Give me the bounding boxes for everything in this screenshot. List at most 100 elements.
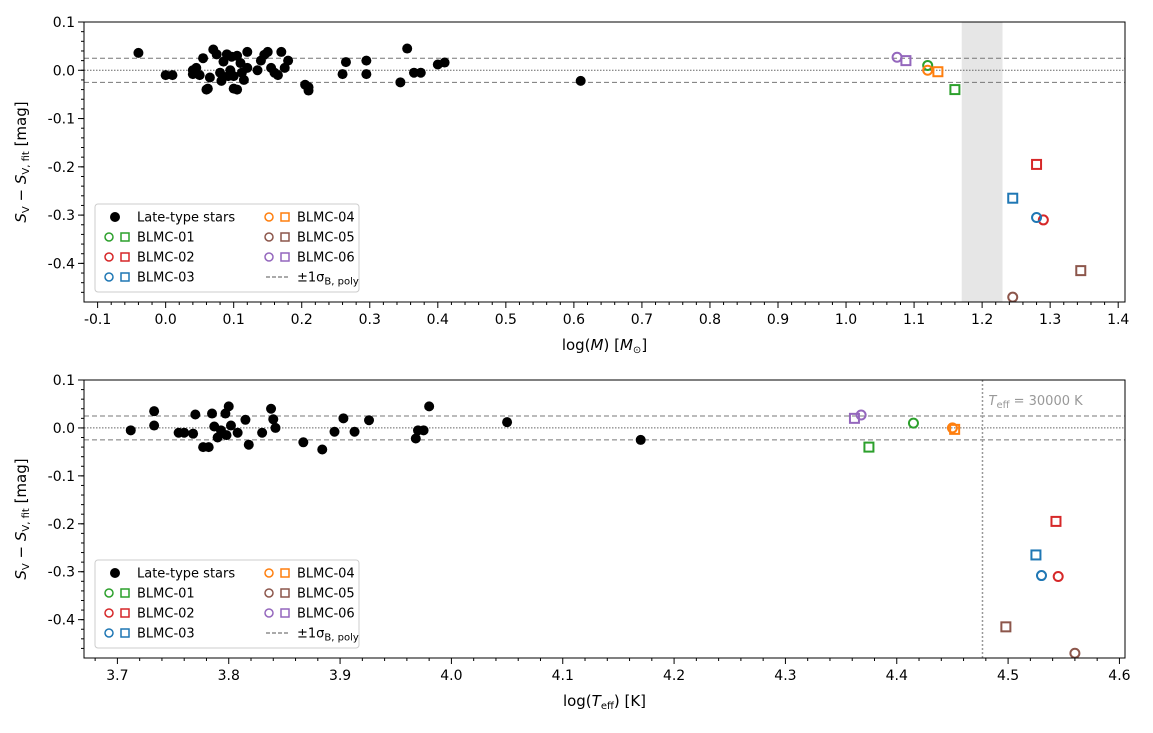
late-type-star-point bbox=[179, 427, 190, 438]
axes-frame bbox=[83, 21, 1126, 303]
legend-box bbox=[94, 203, 360, 293]
x-tick-label: 4.1 bbox=[552, 668, 574, 684]
late-type-star-point bbox=[211, 49, 222, 60]
x-tick-label: 0.9 bbox=[767, 312, 789, 328]
x-tick-label: 1.2 bbox=[971, 312, 993, 328]
late-type-star-point bbox=[204, 72, 215, 83]
vline-label-t: T bbox=[988, 394, 997, 409]
late-type-star-point bbox=[349, 426, 360, 437]
late-type-star-point bbox=[232, 84, 243, 95]
late-type-star-point bbox=[228, 71, 239, 82]
late-type-star-point bbox=[203, 442, 214, 453]
x-tick-label: -0.1 bbox=[84, 312, 111, 328]
late-type-star-point bbox=[338, 413, 349, 424]
legend-entry-label: BLMC-04 bbox=[297, 567, 355, 582]
blmc-square-point bbox=[1007, 192, 1019, 204]
plot-area bbox=[84, 380, 1125, 658]
legend-square-marker bbox=[120, 588, 130, 598]
late-type-star-point bbox=[298, 437, 309, 448]
y-label-s: S bbox=[12, 570, 30, 580]
y-tick-label: 0.0 bbox=[53, 63, 75, 79]
late-type-star-point bbox=[133, 47, 144, 58]
panel-top: -0.1 0.0 0.1 0.2 0.3 0.4 0.5 0.6 0.7 0.8 0.9 1.0 1.1… bbox=[12, 15, 1129, 356]
late-type-star-point bbox=[242, 62, 253, 73]
legend-late-type-label: Late-type stars bbox=[137, 567, 235, 582]
y-label-sub: V bbox=[21, 206, 32, 213]
blmc-circle-point bbox=[1037, 214, 1049, 226]
late-type-star-point bbox=[395, 77, 406, 88]
shaded-band bbox=[961, 22, 1003, 302]
legend-entry-label: BLMC-03 bbox=[137, 271, 195, 286]
teff-vline-label: Teff = 30000 K bbox=[988, 394, 1083, 411]
y-label-sub: V, fit bbox=[21, 508, 32, 531]
axes-frame bbox=[83, 379, 1126, 659]
legend-circle-marker bbox=[104, 608, 114, 618]
late-type-star-point bbox=[262, 46, 273, 57]
vline-label-value: = 30000 K bbox=[1009, 394, 1083, 409]
blmc-circle-point bbox=[1035, 570, 1047, 582]
legend-sigma-text: ±1σ bbox=[297, 271, 324, 286]
x-tick-label: 0.2 bbox=[291, 312, 313, 328]
late-type-star-point bbox=[418, 425, 429, 436]
late-type-star-point bbox=[364, 415, 375, 426]
blmc-circle-point bbox=[1052, 571, 1064, 583]
x-tick-label: 4.6 bbox=[1108, 668, 1130, 684]
legend-entry-label: BLMC-05 bbox=[297, 587, 355, 602]
late-type-star-point bbox=[221, 430, 232, 441]
legend-square-marker bbox=[280, 212, 290, 222]
y-label-sub: V bbox=[21, 563, 32, 570]
y-label-s: S bbox=[12, 174, 30, 184]
legend-circle-marker bbox=[264, 568, 274, 578]
x-tick-label: 0.0 bbox=[155, 312, 177, 328]
y-label-unit: [mag] bbox=[12, 101, 30, 151]
x-label-sym: M bbox=[620, 336, 633, 354]
x-tick-label: 4.5 bbox=[997, 668, 1019, 684]
late-type-star-point bbox=[272, 70, 283, 81]
y-tick-label: -0.4 bbox=[48, 613, 75, 629]
y-axis-label: SV − SV, fit [mag] bbox=[12, 101, 32, 222]
legend-entry-label: BLMC-02 bbox=[137, 607, 195, 622]
x-label-var: M bbox=[591, 336, 604, 354]
x-tick-label: 4.4 bbox=[886, 668, 908, 684]
legend-entry-label: BLMC-03 bbox=[137, 627, 195, 642]
x-label-sub: ⊙ bbox=[633, 345, 641, 356]
legend-circle-marker bbox=[104, 588, 114, 598]
late-type-star-point bbox=[149, 406, 160, 417]
late-type-star-point bbox=[575, 75, 586, 86]
legend-entry-label: BLMC-04 bbox=[297, 211, 355, 226]
blmc-square-point bbox=[1000, 621, 1012, 633]
y-tick-label: -0.3 bbox=[48, 565, 75, 581]
late-type-star-point bbox=[317, 444, 328, 455]
late-type-star-point bbox=[635, 434, 646, 445]
late-type-star-point bbox=[198, 53, 209, 64]
late-type-star-point bbox=[232, 427, 243, 438]
blmc-square-point bbox=[1050, 515, 1062, 527]
y-tick-label: -0.3 bbox=[48, 208, 75, 224]
legend-square-marker bbox=[120, 628, 130, 638]
y-label-minus: − bbox=[12, 184, 30, 206]
late-type-star-point bbox=[238, 74, 249, 85]
late-type-star-point bbox=[410, 433, 421, 444]
blmc-circle-point bbox=[1069, 647, 1081, 658]
late-type-star-point bbox=[194, 70, 205, 81]
late-type-star-point bbox=[329, 426, 340, 437]
late-type-star-point bbox=[242, 46, 253, 57]
late-type-star-point bbox=[415, 67, 426, 78]
vline-label-sub: eff bbox=[996, 400, 1010, 411]
x-tick-label: 4.0 bbox=[440, 668, 462, 684]
blmc-square-point bbox=[949, 84, 961, 96]
late-type-star-point bbox=[188, 428, 199, 439]
late-type-star-point bbox=[270, 422, 281, 433]
late-type-star-point bbox=[439, 57, 450, 68]
blmc-square-point bbox=[848, 412, 860, 424]
y-tick-label: 0.1 bbox=[53, 15, 75, 31]
late-type-star-point bbox=[303, 85, 314, 96]
late-type-star-point bbox=[257, 427, 268, 438]
late-type-star-point bbox=[252, 65, 263, 76]
y-tick-label: -0.2 bbox=[48, 160, 75, 176]
y-label-s: S bbox=[12, 531, 30, 541]
x-tick-label: 0.4 bbox=[427, 312, 449, 328]
x-tick-label: 3.8 bbox=[218, 668, 240, 684]
late-type-star-point bbox=[361, 55, 372, 66]
legend-sigma-text: ±1σ bbox=[297, 627, 324, 642]
